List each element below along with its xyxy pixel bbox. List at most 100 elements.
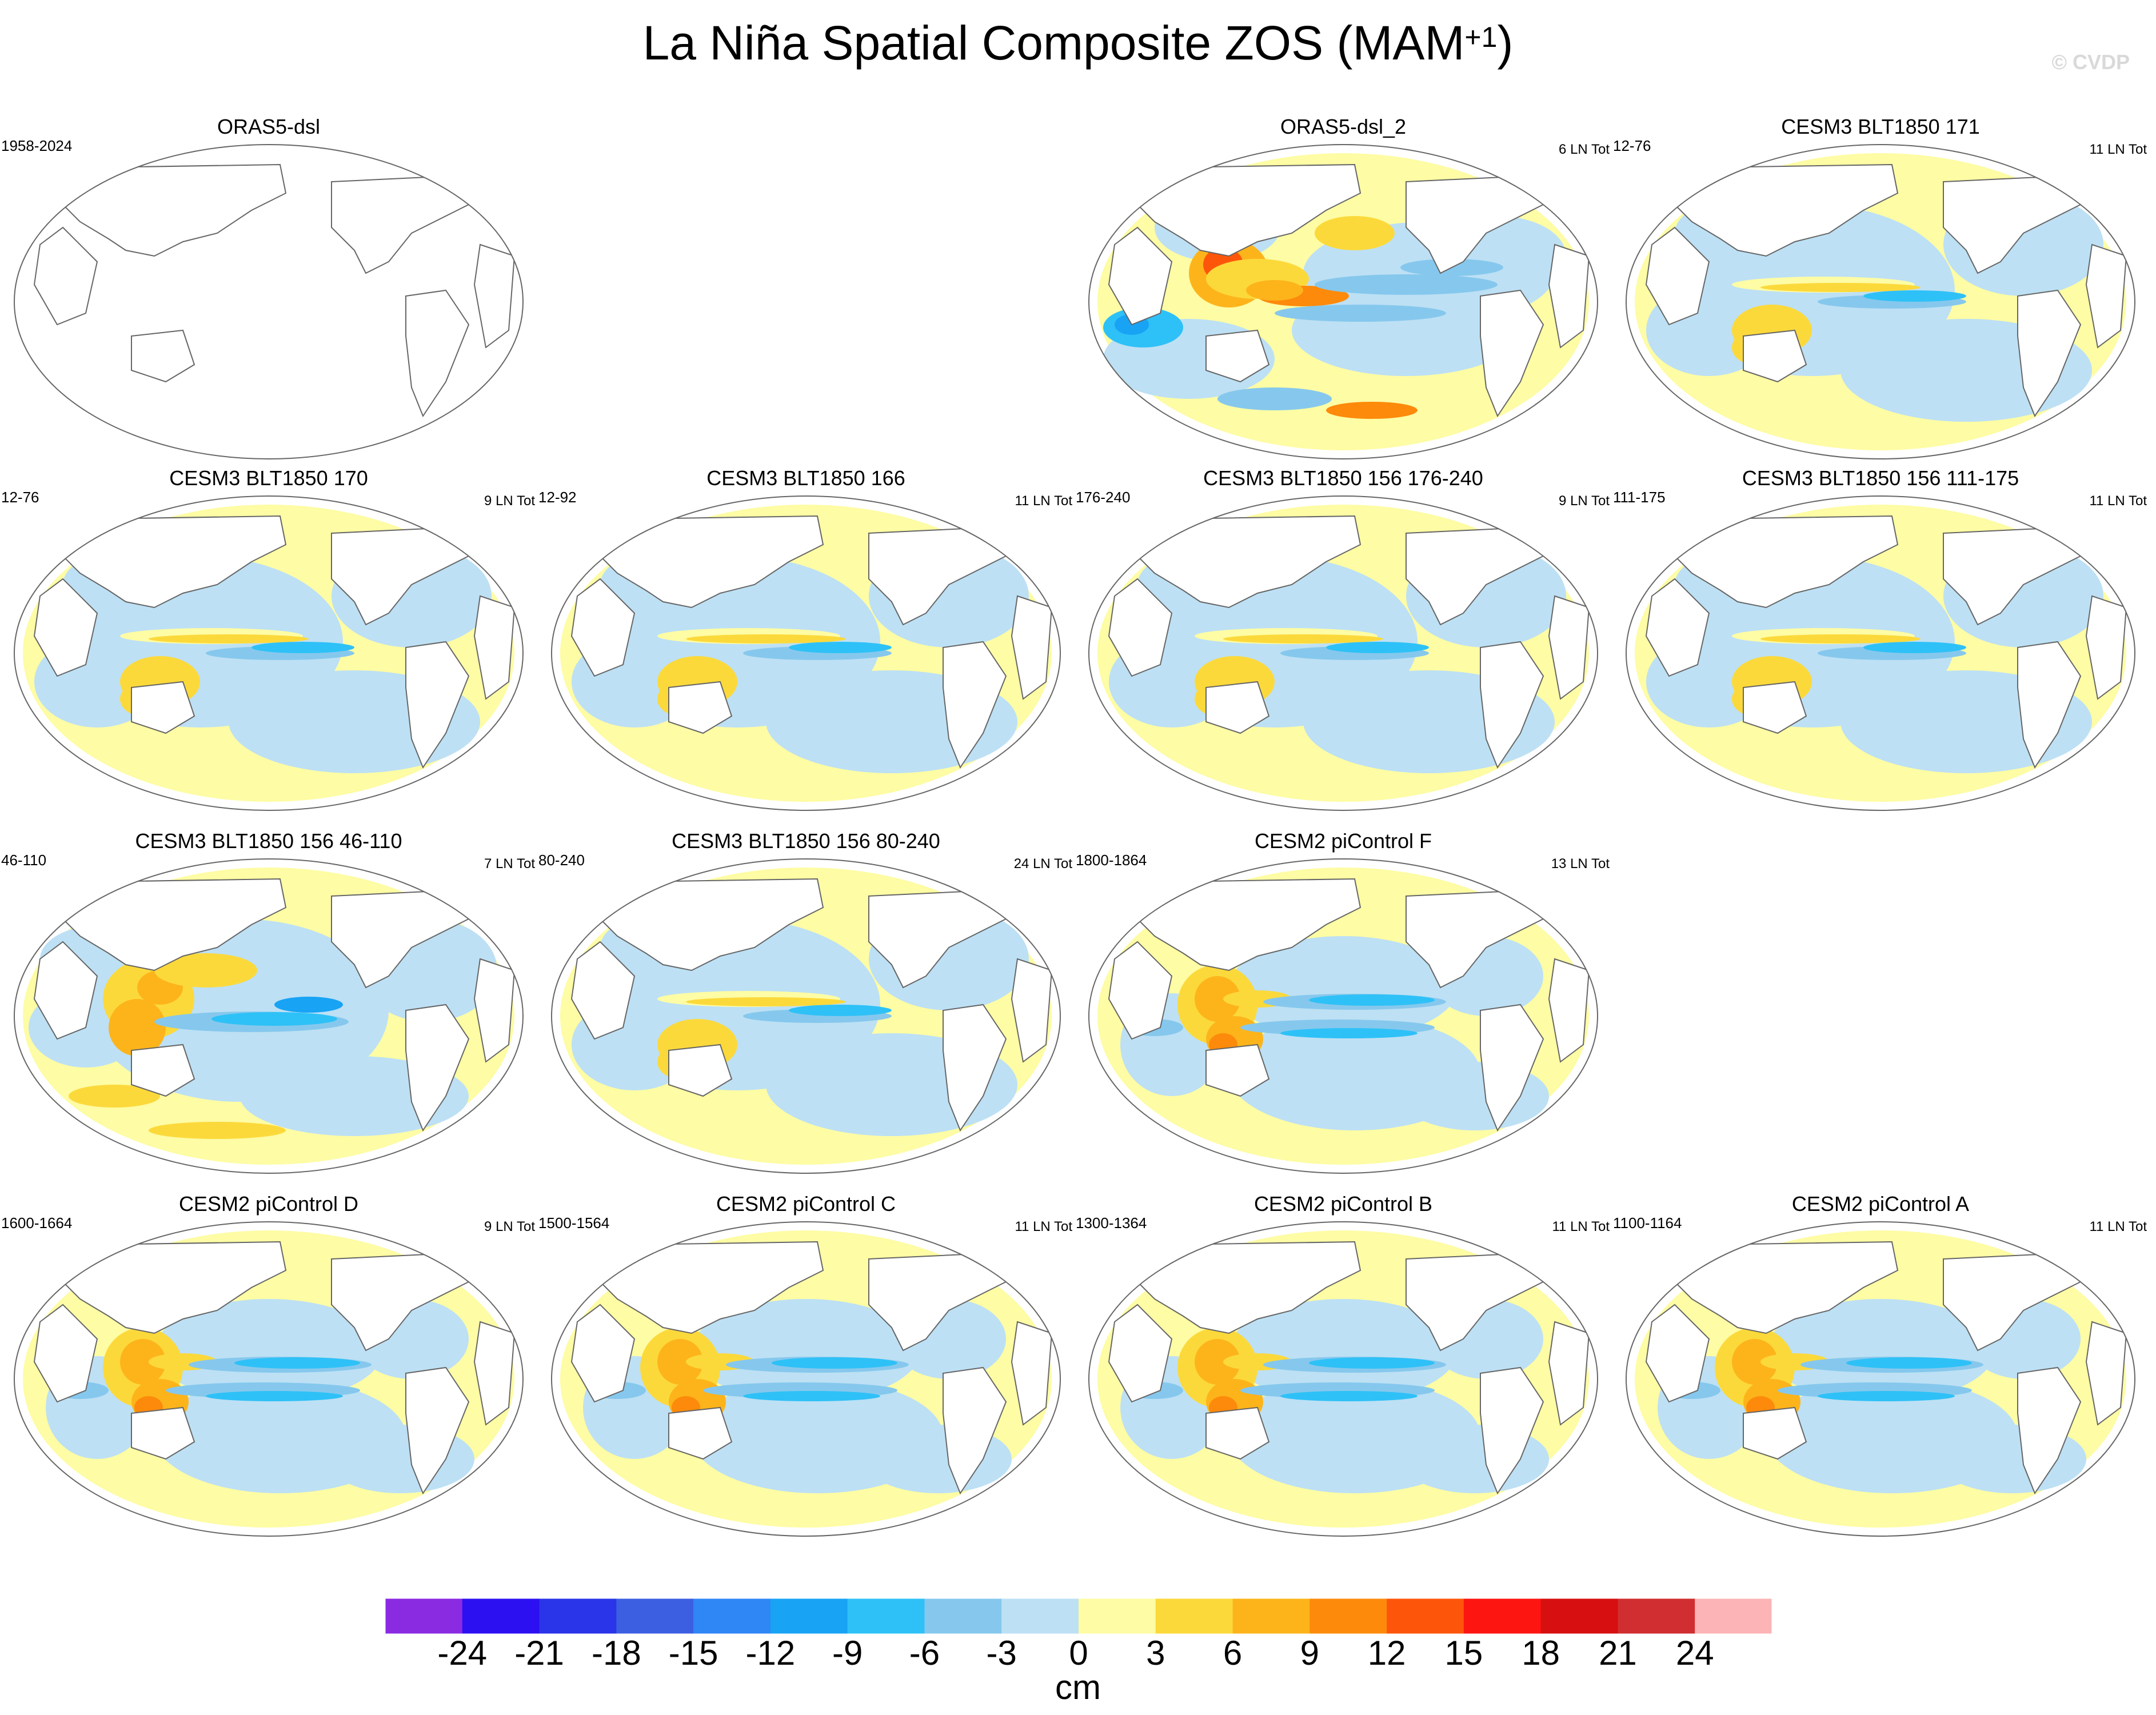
land-outline — [1548, 595, 1590, 700]
land-outline — [33, 578, 98, 677]
colorbar-swatch — [770, 1598, 848, 1634]
colorbar-swatch — [539, 1598, 617, 1634]
land-outline — [62, 163, 287, 257]
land-outline — [1674, 1241, 1899, 1334]
panel-title: CESM2 piControl B — [1253, 1192, 1433, 1216]
panel-map — [1088, 144, 1598, 459]
title-superscript: +1 — [1464, 21, 1498, 53]
panel-years: 46-110 — [1, 851, 47, 869]
colorbar-swatch — [847, 1598, 925, 1634]
map-border — [551, 858, 1061, 1174]
anomaly-blob — [1760, 283, 1921, 292]
panel-years: 1100-1164 — [1613, 1214, 1682, 1232]
anomaly-blob — [1846, 1357, 1972, 1369]
land-outline — [570, 1304, 636, 1403]
panel-map — [551, 1221, 1061, 1537]
map-border — [1626, 495, 2135, 811]
land-outline — [405, 641, 470, 769]
colorbar-swatch — [1232, 1598, 1310, 1634]
colorbar-tick-label: 18 — [1522, 1634, 1560, 1672]
land-outline — [570, 941, 636, 1040]
map-panel: CESM3 BLT1850 156 46-110 46-110 7 LN Tot — [0, 829, 537, 1200]
land-outline — [1743, 329, 1807, 383]
map-panel: CESM3 BLT1850 170 12-76 9 LN Tot — [0, 466, 537, 837]
land-outline — [473, 958, 516, 1063]
land-outline — [1011, 1321, 1053, 1426]
map-panel: CESM3 BLT1850 171 12-76 11 LN Tot — [1612, 114, 2149, 486]
panel-event-count: 11 LN Tot — [2089, 1219, 2147, 1234]
land-outline — [33, 1304, 98, 1403]
anomaly-blob — [789, 642, 892, 653]
panel-title: ORAS5-dsl_2 — [1280, 115, 1407, 138]
land-outline — [1205, 681, 1270, 734]
colorbar-swatch — [924, 1598, 1002, 1634]
colorbar-tick-label: 0 — [1069, 1634, 1088, 1672]
map-border — [1088, 495, 1598, 811]
panel-event-count: 7 LN Tot — [484, 856, 535, 872]
land-outline — [1011, 958, 1053, 1063]
panel-title: CESM2 piControl D — [178, 1192, 359, 1216]
colorbar-tick-label: 15 — [1444, 1634, 1483, 1672]
colorbar-tick-label: -9 — [832, 1634, 863, 1672]
map-panel: CESM3 BLT1850 156 111-175 111-175 11 LN To… — [1612, 466, 2149, 837]
panel-event-count: 6 LN Tot — [1559, 142, 1610, 157]
anomaly-blob — [69, 1085, 160, 1108]
anomaly-blob — [149, 634, 309, 643]
panel-years: 12-92 — [538, 489, 577, 506]
anomaly-blob — [657, 1339, 703, 1385]
anomaly-blob — [1229, 1299, 1458, 1402]
land-outline — [1645, 226, 1710, 326]
land-outline — [1743, 1406, 1807, 1460]
land-outline — [131, 1406, 195, 1460]
map-border — [1088, 144, 1598, 459]
colorbar-swatch — [693, 1598, 771, 1634]
anomaly-blob — [1280, 1028, 1418, 1038]
panel-event-count: 13 LN Tot — [1551, 856, 1610, 872]
panel-years: 1500-1564 — [538, 1214, 610, 1232]
land-outline — [1674, 163, 1899, 257]
land-outline — [2085, 595, 2127, 700]
panel-map — [1088, 858, 1598, 1174]
anomaly-blob — [1217, 387, 1332, 410]
land-outline — [473, 1321, 516, 1426]
anomaly-blob — [206, 1391, 343, 1401]
panel-years: 12-76 — [1, 489, 39, 506]
map-border — [551, 495, 1061, 811]
colorbar-tick-label: -15 — [668, 1634, 718, 1672]
panel-title: CESM3 BLT1850 170 — [169, 466, 368, 490]
anomaly-blob — [1315, 274, 1498, 295]
anomaly-blob — [686, 997, 846, 1006]
panel-map — [1626, 495, 2135, 811]
panel-map — [1626, 144, 2135, 459]
anomaly-blob — [1863, 642, 1966, 653]
anomaly-blob — [1818, 1391, 1955, 1401]
map-panel: CESM3 BLT1850 156 80-240 80-240 24 LN Tot — [537, 829, 1075, 1200]
anomaly-blob — [1195, 976, 1240, 1022]
land-outline — [1011, 595, 1053, 700]
land-outline — [405, 289, 470, 418]
panel-years: 12-76 — [1613, 137, 1651, 154]
anomaly-blob — [1229, 936, 1458, 1039]
panel-title: CESM3 BLT1850 156 46-110 — [135, 829, 402, 853]
map-border — [551, 1221, 1061, 1537]
land-outline — [1205, 1406, 1270, 1460]
land-outline — [2017, 289, 2082, 418]
panel-map — [1626, 1221, 2135, 1537]
land-outline — [2085, 1321, 2127, 1426]
anomaly-blob — [1246, 280, 1303, 301]
land-outline — [33, 226, 98, 326]
map-panel: CESM2 piControl F 1800-1864 13 LN Tot — [1075, 829, 1612, 1200]
anomaly-blob — [686, 634, 846, 643]
anomaly-blob — [1195, 1339, 1240, 1385]
land-outline — [1108, 578, 1173, 677]
anomaly-blob — [692, 1299, 920, 1402]
land-outline — [599, 878, 824, 972]
anomaly-blob — [789, 1005, 892, 1016]
anomaly-blob — [149, 1122, 286, 1139]
title-text: La Niña Spatial Composite ZOS (MAM — [642, 16, 1465, 70]
land-outline — [1108, 941, 1173, 1040]
colorbar-frame — [385, 1598, 1772, 1634]
panel-map — [14, 144, 524, 459]
panel-title: CESM3 BLT1850 166 — [706, 466, 905, 490]
panel-map — [1088, 1221, 1598, 1537]
